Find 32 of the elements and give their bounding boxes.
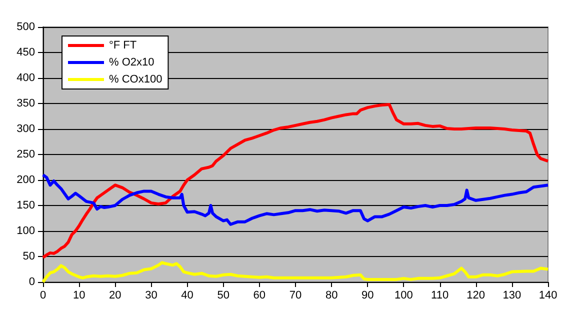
x-tick-label: 0 [40,290,46,302]
x-tick-label: 120 [466,290,486,302]
line-series [42,103,550,260]
x-tick-label: 30 [145,290,158,302]
x-tick-label: 10 [72,290,86,302]
y-tick-label: 50 [22,250,35,262]
x-tick-label: 100 [394,290,413,302]
x-tick-label: 60 [253,290,266,302]
y-tick-label: 250 [16,148,35,160]
y-tick-label: 100 [16,225,35,237]
y-tick-label: 400 [16,72,35,84]
x-tick-label: 110 [431,290,449,302]
y-tick-label: 500 [16,21,35,33]
legend-label: °F FT [109,40,137,52]
x-tick-label: 20 [109,290,122,302]
line-series [42,261,550,284]
y-tick-label: 350 [16,98,35,110]
y-tick-label: 450 [16,46,35,58]
legend-label: % COx100 [109,74,162,86]
x-tick-label: 90 [362,290,374,302]
x-tick-label: 140 [538,290,558,302]
x-tick-label: 40 [181,290,194,302]
y-tick-label: 300 [16,123,35,135]
x-tick-label: 50 [217,290,230,302]
x-tick-label: 130 [502,290,522,302]
y-tick-label: 200 [16,174,35,186]
x-tick-label: 70 [289,290,302,302]
legend-label: % O2x10 [109,56,154,68]
x-tick-label: 80 [325,290,338,302]
y-tick-label: 0 [28,276,35,288]
y-tick-label: 150 [16,200,35,212]
line-series [42,173,550,226]
